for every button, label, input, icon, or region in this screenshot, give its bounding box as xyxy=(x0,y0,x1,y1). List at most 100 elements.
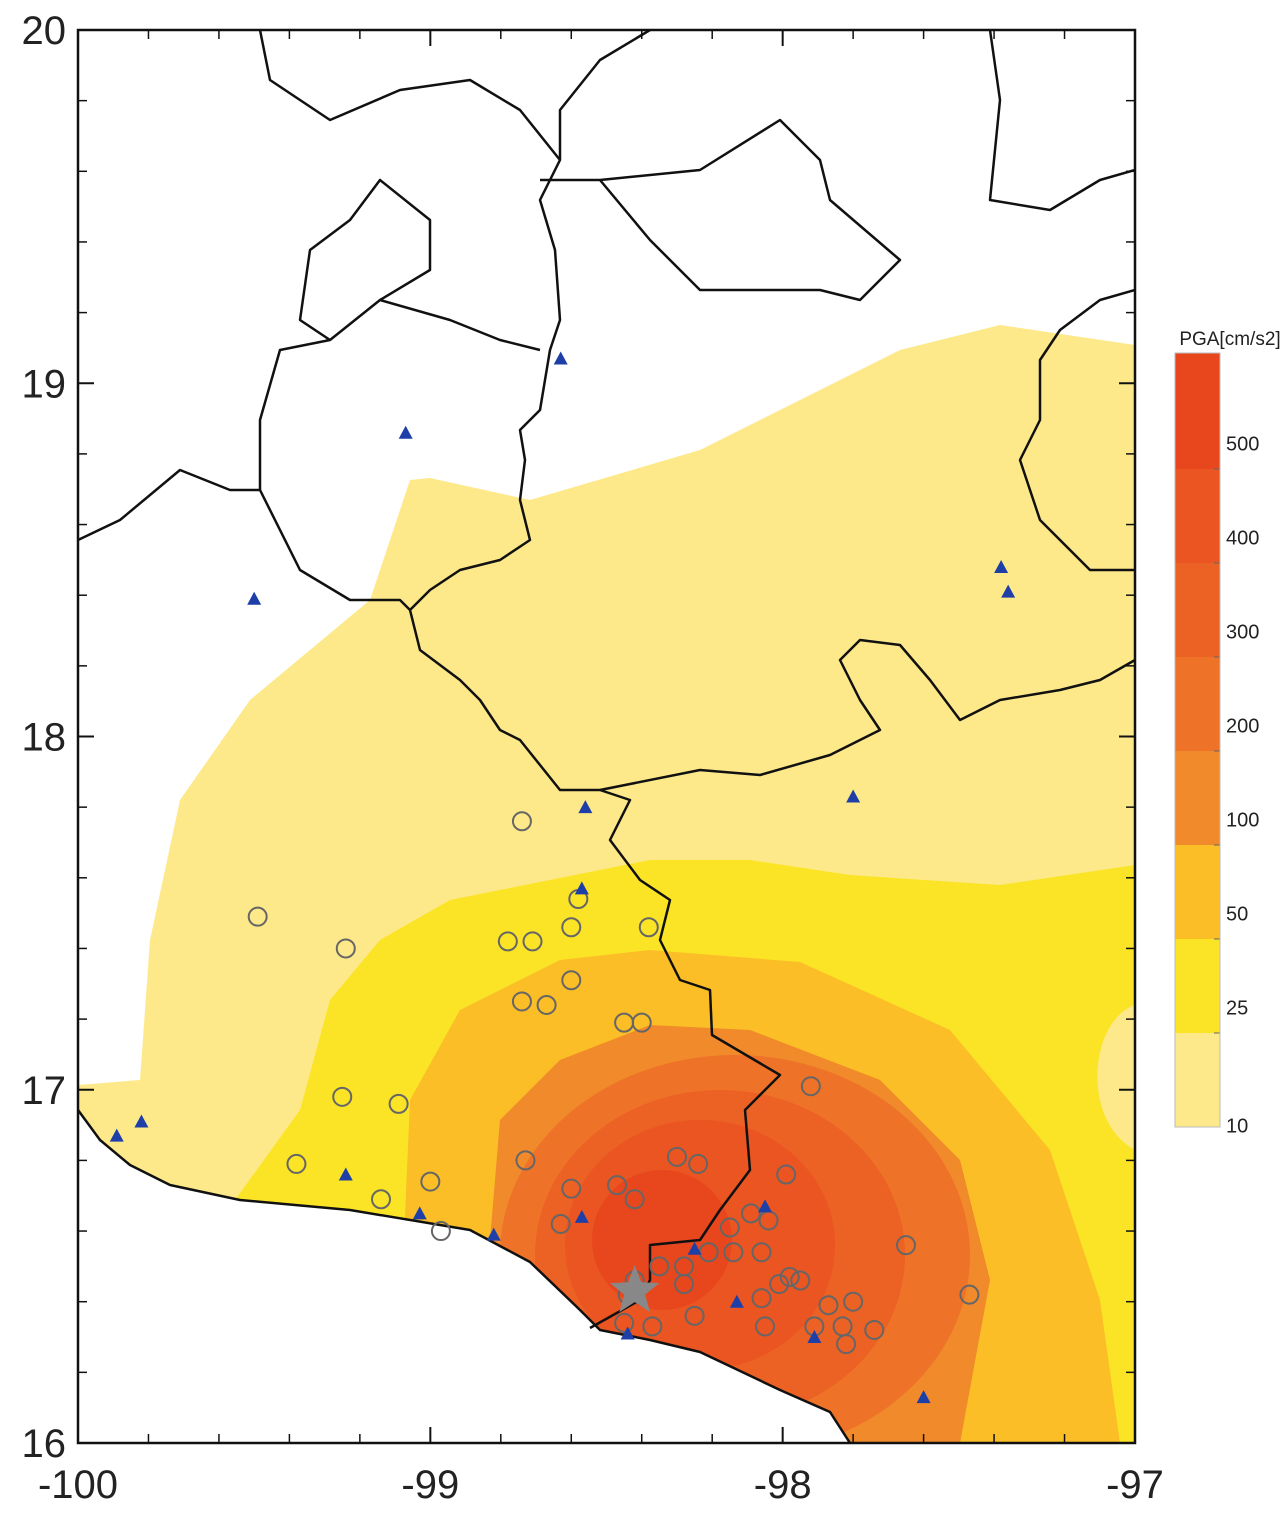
observation xyxy=(371,1189,392,1210)
station xyxy=(338,1167,353,1181)
observation xyxy=(550,1213,571,1234)
observation xyxy=(561,970,582,991)
observation xyxy=(631,1012,652,1033)
observation xyxy=(430,1221,451,1242)
station xyxy=(916,1390,931,1404)
observation xyxy=(497,931,518,952)
colorbar-band xyxy=(1175,657,1220,751)
station xyxy=(109,1128,124,1142)
observation xyxy=(818,1295,839,1316)
observation xyxy=(719,1217,740,1238)
x-tick-label: -100 xyxy=(38,1463,118,1507)
y-tick-label: 20 xyxy=(22,9,67,53)
colorbar-band xyxy=(1175,845,1220,939)
station xyxy=(412,1206,427,1220)
observation xyxy=(638,917,659,938)
observation xyxy=(688,1153,709,1174)
contours xyxy=(78,30,1135,1443)
colorbar-label: 400 xyxy=(1226,527,1259,549)
contour-band xyxy=(592,1170,732,1310)
observation xyxy=(522,931,543,952)
colorbar-band xyxy=(1175,353,1220,469)
colorbar-band xyxy=(1175,1033,1220,1127)
observation xyxy=(800,1076,821,1097)
colorbar-label: 500 xyxy=(1226,433,1259,455)
observation xyxy=(864,1319,885,1340)
observation xyxy=(607,1175,628,1196)
colorbar-title: PGA[cm/s2] xyxy=(1179,329,1280,350)
epicenter xyxy=(610,1265,660,1313)
observation xyxy=(511,991,532,1012)
station xyxy=(247,591,262,605)
observation xyxy=(335,938,356,959)
observation xyxy=(614,1312,635,1333)
observation xyxy=(642,1316,663,1337)
observation xyxy=(649,1256,670,1277)
station xyxy=(574,1209,589,1223)
station xyxy=(578,800,593,814)
observation xyxy=(624,1189,645,1210)
station xyxy=(1001,584,1016,598)
colorbar-label: 10 xyxy=(1226,1115,1248,1137)
state-border xyxy=(599,638,1135,792)
colorbar-label: 25 xyxy=(1226,997,1248,1019)
y-tick-label: 17 xyxy=(22,1069,67,1113)
x-tick-label: -99 xyxy=(401,1463,459,1507)
colorbar-frame xyxy=(1174,352,1221,1128)
colorbar-label: 300 xyxy=(1226,621,1259,643)
observation xyxy=(776,1164,797,1185)
observation xyxy=(561,1178,582,1199)
y-tick-label: 18 xyxy=(22,716,67,760)
colorbar-label: 100 xyxy=(1226,809,1259,831)
colorbar-band xyxy=(1175,939,1220,1033)
observation xyxy=(561,917,582,938)
observation xyxy=(895,1235,916,1256)
ocean xyxy=(78,1110,850,1443)
observation xyxy=(751,1288,772,1309)
coastline xyxy=(78,1109,852,1443)
state-border xyxy=(258,30,902,302)
observation xyxy=(959,1284,980,1305)
observation xyxy=(684,1305,705,1326)
station xyxy=(846,789,861,803)
y-tick-label: 16 xyxy=(22,1422,67,1466)
observation xyxy=(836,1334,857,1355)
observation xyxy=(536,994,557,1015)
observation xyxy=(843,1291,864,1312)
station xyxy=(553,351,568,365)
colorbar-band xyxy=(1175,751,1220,845)
observation xyxy=(388,1093,409,1114)
observation xyxy=(740,1203,761,1224)
colorbar-label: 50 xyxy=(1226,903,1248,925)
state-border xyxy=(78,468,411,611)
state-border xyxy=(258,178,541,490)
observation xyxy=(751,1242,772,1263)
observation xyxy=(755,1316,776,1337)
observation xyxy=(790,1270,811,1291)
observation xyxy=(515,1150,536,1171)
x-tick-label: -98 xyxy=(754,1463,812,1507)
observation xyxy=(779,1266,800,1287)
state-border xyxy=(988,30,1135,572)
station xyxy=(574,881,589,895)
colorbar-band xyxy=(1175,563,1220,657)
station xyxy=(994,559,1009,573)
y-tick-label: 19 xyxy=(22,362,67,406)
observation xyxy=(723,1242,744,1263)
station xyxy=(729,1294,744,1308)
station xyxy=(620,1326,635,1340)
station xyxy=(134,1114,149,1128)
observation xyxy=(286,1153,307,1174)
colorbar-band xyxy=(1175,469,1220,563)
station xyxy=(398,425,413,439)
observation xyxy=(769,1274,790,1295)
station xyxy=(486,1227,501,1241)
station xyxy=(687,1241,702,1255)
colorbar-label: 200 xyxy=(1226,715,1259,737)
observation xyxy=(674,1274,695,1295)
observation xyxy=(666,1146,687,1167)
station xyxy=(758,1199,773,1213)
observation xyxy=(511,811,532,832)
station xyxy=(807,1330,822,1344)
